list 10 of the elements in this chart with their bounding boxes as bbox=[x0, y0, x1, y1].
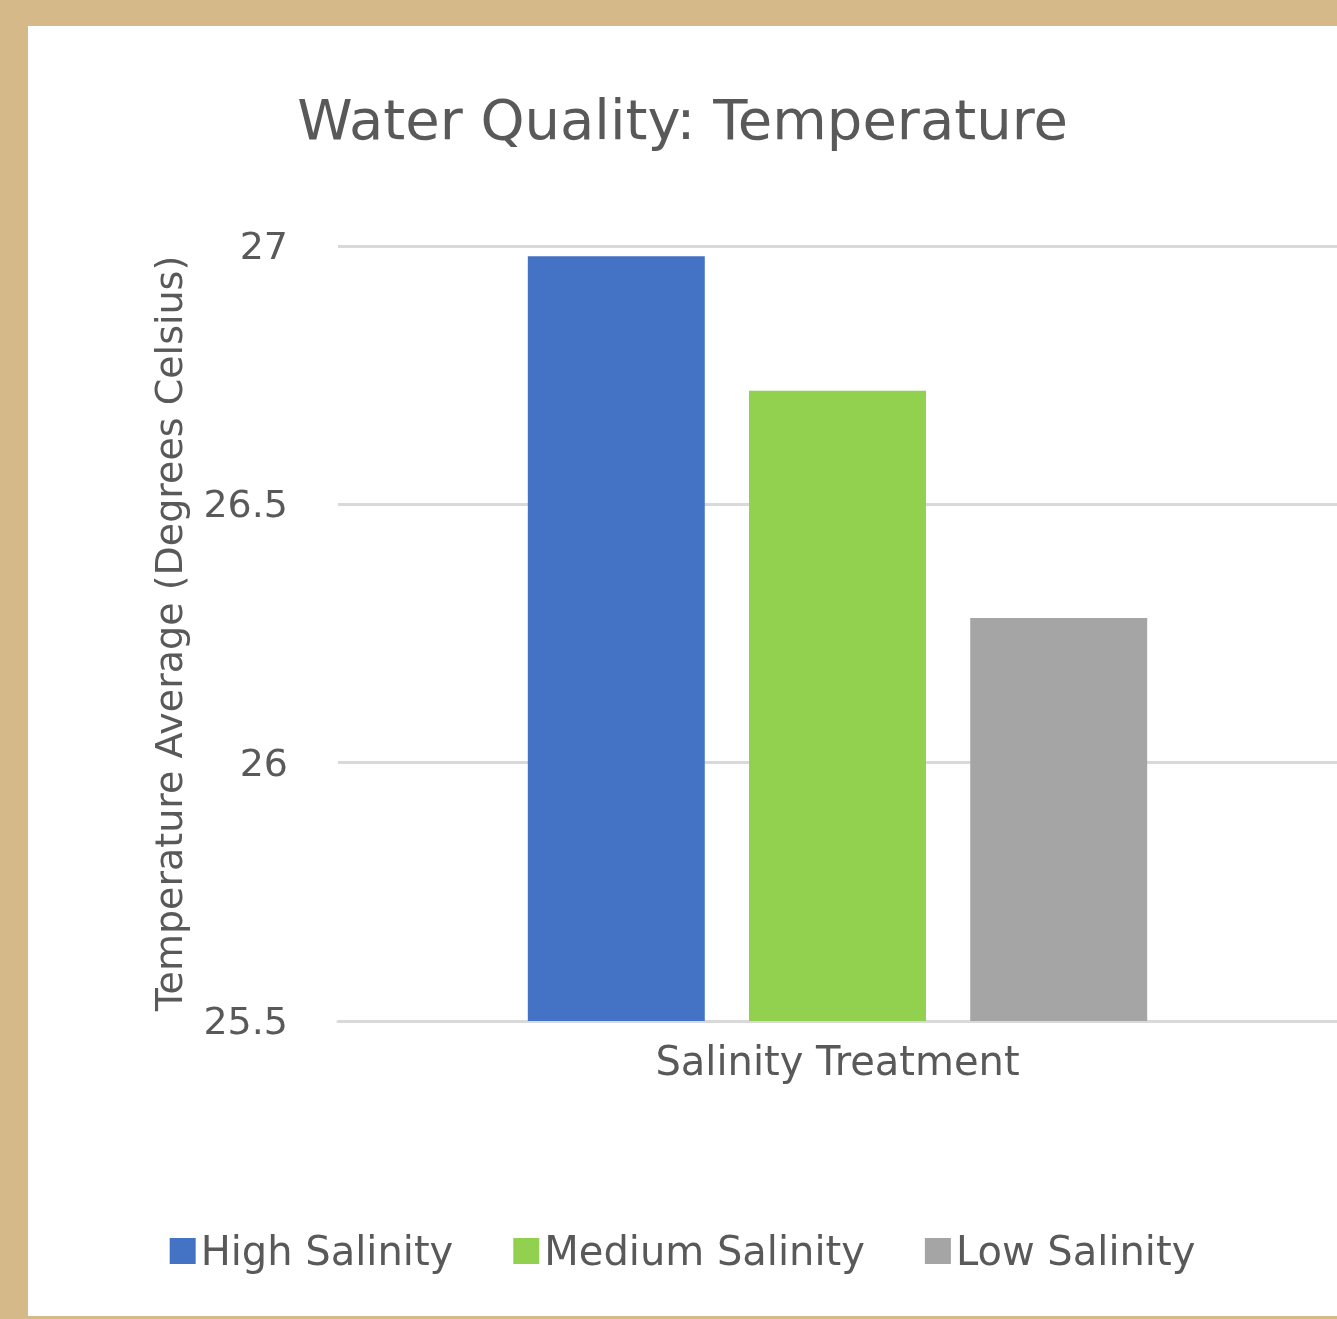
y-tick-label: 26 bbox=[239, 740, 288, 785]
chart-title: Water Quality: Temperature bbox=[297, 86, 1068, 152]
legend-label: Low Salinity bbox=[955, 1228, 1196, 1274]
y-tick-label: 27 bbox=[239, 224, 288, 268]
y-axis-title: Temperature Average (Degrees Celsius) bbox=[147, 255, 191, 1013]
legend-label: Medium Salinity bbox=[544, 1228, 865, 1274]
y-tick-label: 25.5 bbox=[203, 999, 288, 1043]
y-tick-label: 26.5 bbox=[203, 482, 288, 527]
x-tick-label: Salinity Treatment bbox=[655, 1038, 1020, 1084]
legend-label: High Salinity bbox=[200, 1228, 454, 1274]
